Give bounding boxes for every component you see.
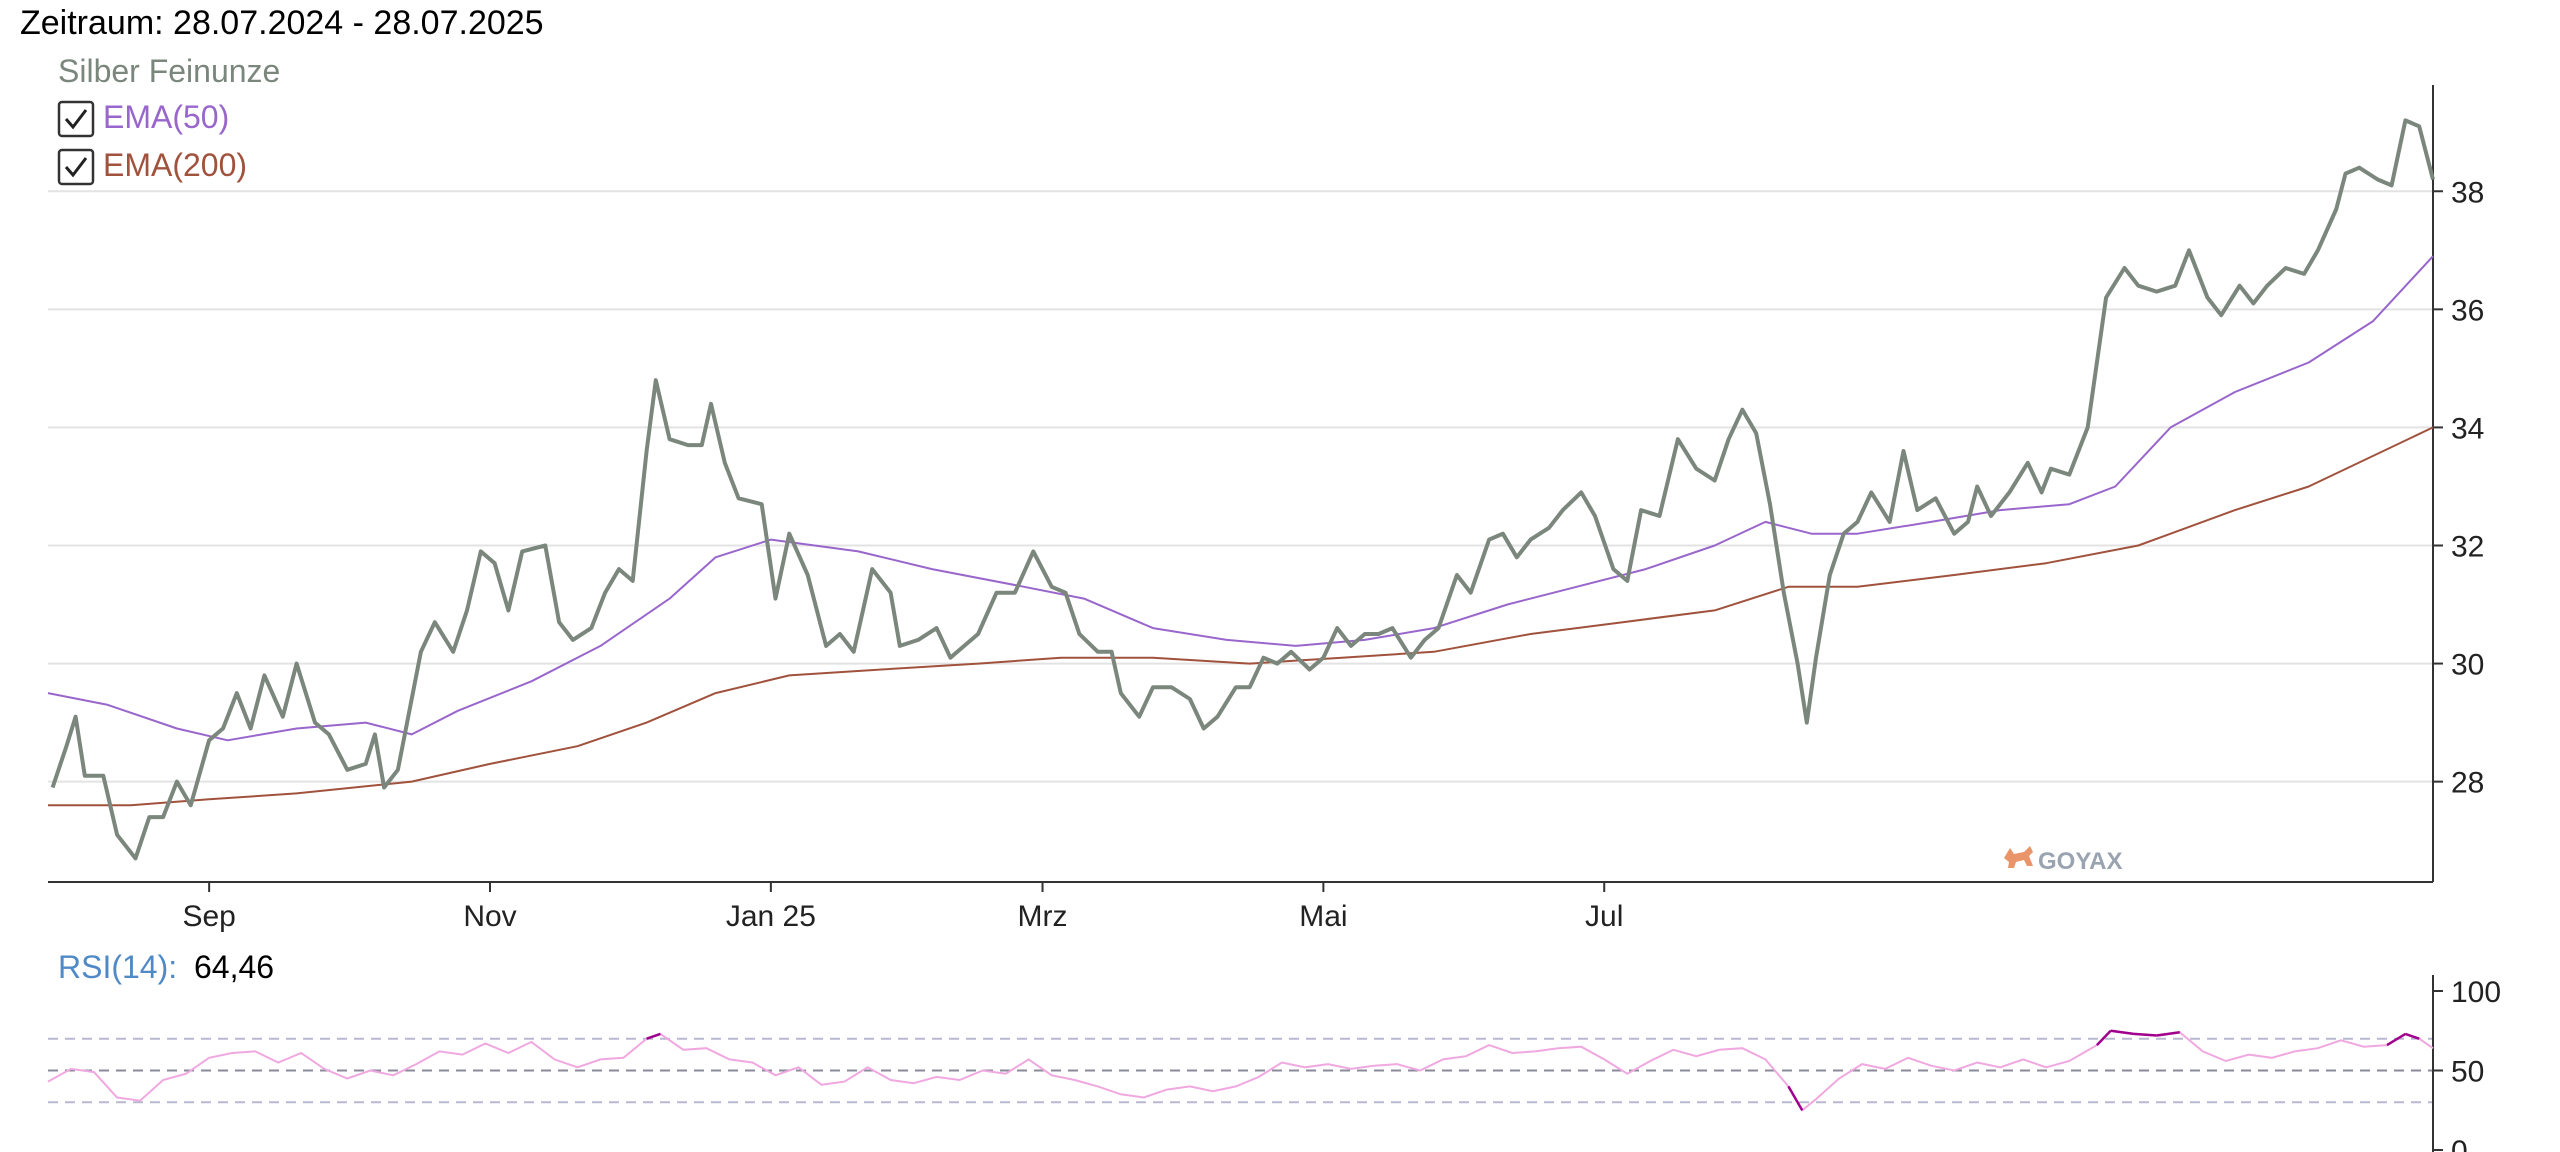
watermark-text: GOYAX (2038, 848, 2122, 875)
legend-series-label: Silber Feinunze (58, 53, 280, 89)
legend-ema50-label[interactable]: EMA(50) (103, 99, 229, 135)
ema50-checkbox[interactable] (57, 100, 95, 138)
ema200-line (48, 426, 2434, 807)
rsi-layer (47, 1029, 2434, 1112)
rsi-extreme-segment (646, 1032, 661, 1040)
x-tick-label: Nov (463, 900, 516, 933)
checkmark-icon (64, 157, 88, 178)
ema50-line (47, 255, 2434, 742)
rsi-value: 64,46 (194, 949, 274, 985)
price-line (50, 118, 2435, 861)
y-tick-label: 34 (2451, 412, 2484, 445)
x-tick-label: Jul (1585, 900, 1623, 933)
x-axis-ticks: Sep Nov Jan 25 Mrz Mai Jul (182, 882, 1623, 933)
rsi-y-tick-label: 0 (2451, 1135, 2468, 1152)
rsi-y-tick-label: 100 (2451, 976, 2501, 1009)
y-tick-label: 36 (2451, 294, 2484, 327)
x-tick-label: Jan 25 (726, 900, 816, 933)
series-ema50 (47, 255, 2434, 742)
rsi-y-tick-label: 50 (2451, 1056, 2484, 1089)
goyax-watermark: GOYAX (2004, 846, 2122, 875)
rsi-extreme-segment (1787, 1085, 1804, 1111)
rsi-extreme-segment (2133, 1032, 2157, 1037)
y-tick-label: 30 (2451, 649, 2484, 682)
checkmark-icon (64, 109, 88, 130)
y-tick-label: 32 (2451, 530, 2484, 563)
rsi-extreme-segment (2386, 1032, 2407, 1047)
bull-logo-icon (2004, 846, 2033, 868)
legend-ema200-label[interactable]: EMA(200) (103, 147, 247, 183)
zeitraum-title: Zeitraum: 28.07.2024 - 28.07.2025 (20, 4, 544, 42)
y-tick-label: 28 (2451, 767, 2484, 800)
rsi-y-axis-ticks: 100 50 0 (2433, 976, 2501, 1152)
x-tick-label: Sep (182, 900, 235, 933)
main-gridlines (48, 190, 2433, 783)
rsi-label: RSI(14): (58, 949, 177, 985)
rsi-reference-lines (48, 1037, 2433, 1104)
rsi-extreme-segment (2096, 1029, 2112, 1046)
series-layer (47, 118, 2435, 861)
series-ema200 (47, 426, 2434, 807)
series-price (50, 118, 2435, 861)
y-tick-label: 38 (2451, 176, 2484, 209)
rsi-extreme-segment (2156, 1031, 2180, 1037)
rsi-extreme-segment (2404, 1032, 2420, 1040)
y-axis-ticks: 28 30 32 34 36 38 (2433, 176, 2484, 800)
rsi-extreme-segment (2110, 1029, 2134, 1036)
ema200-checkbox[interactable] (57, 148, 95, 186)
x-tick-label: Mrz (1018, 900, 1068, 933)
x-tick-label: Mai (1299, 900, 1347, 933)
